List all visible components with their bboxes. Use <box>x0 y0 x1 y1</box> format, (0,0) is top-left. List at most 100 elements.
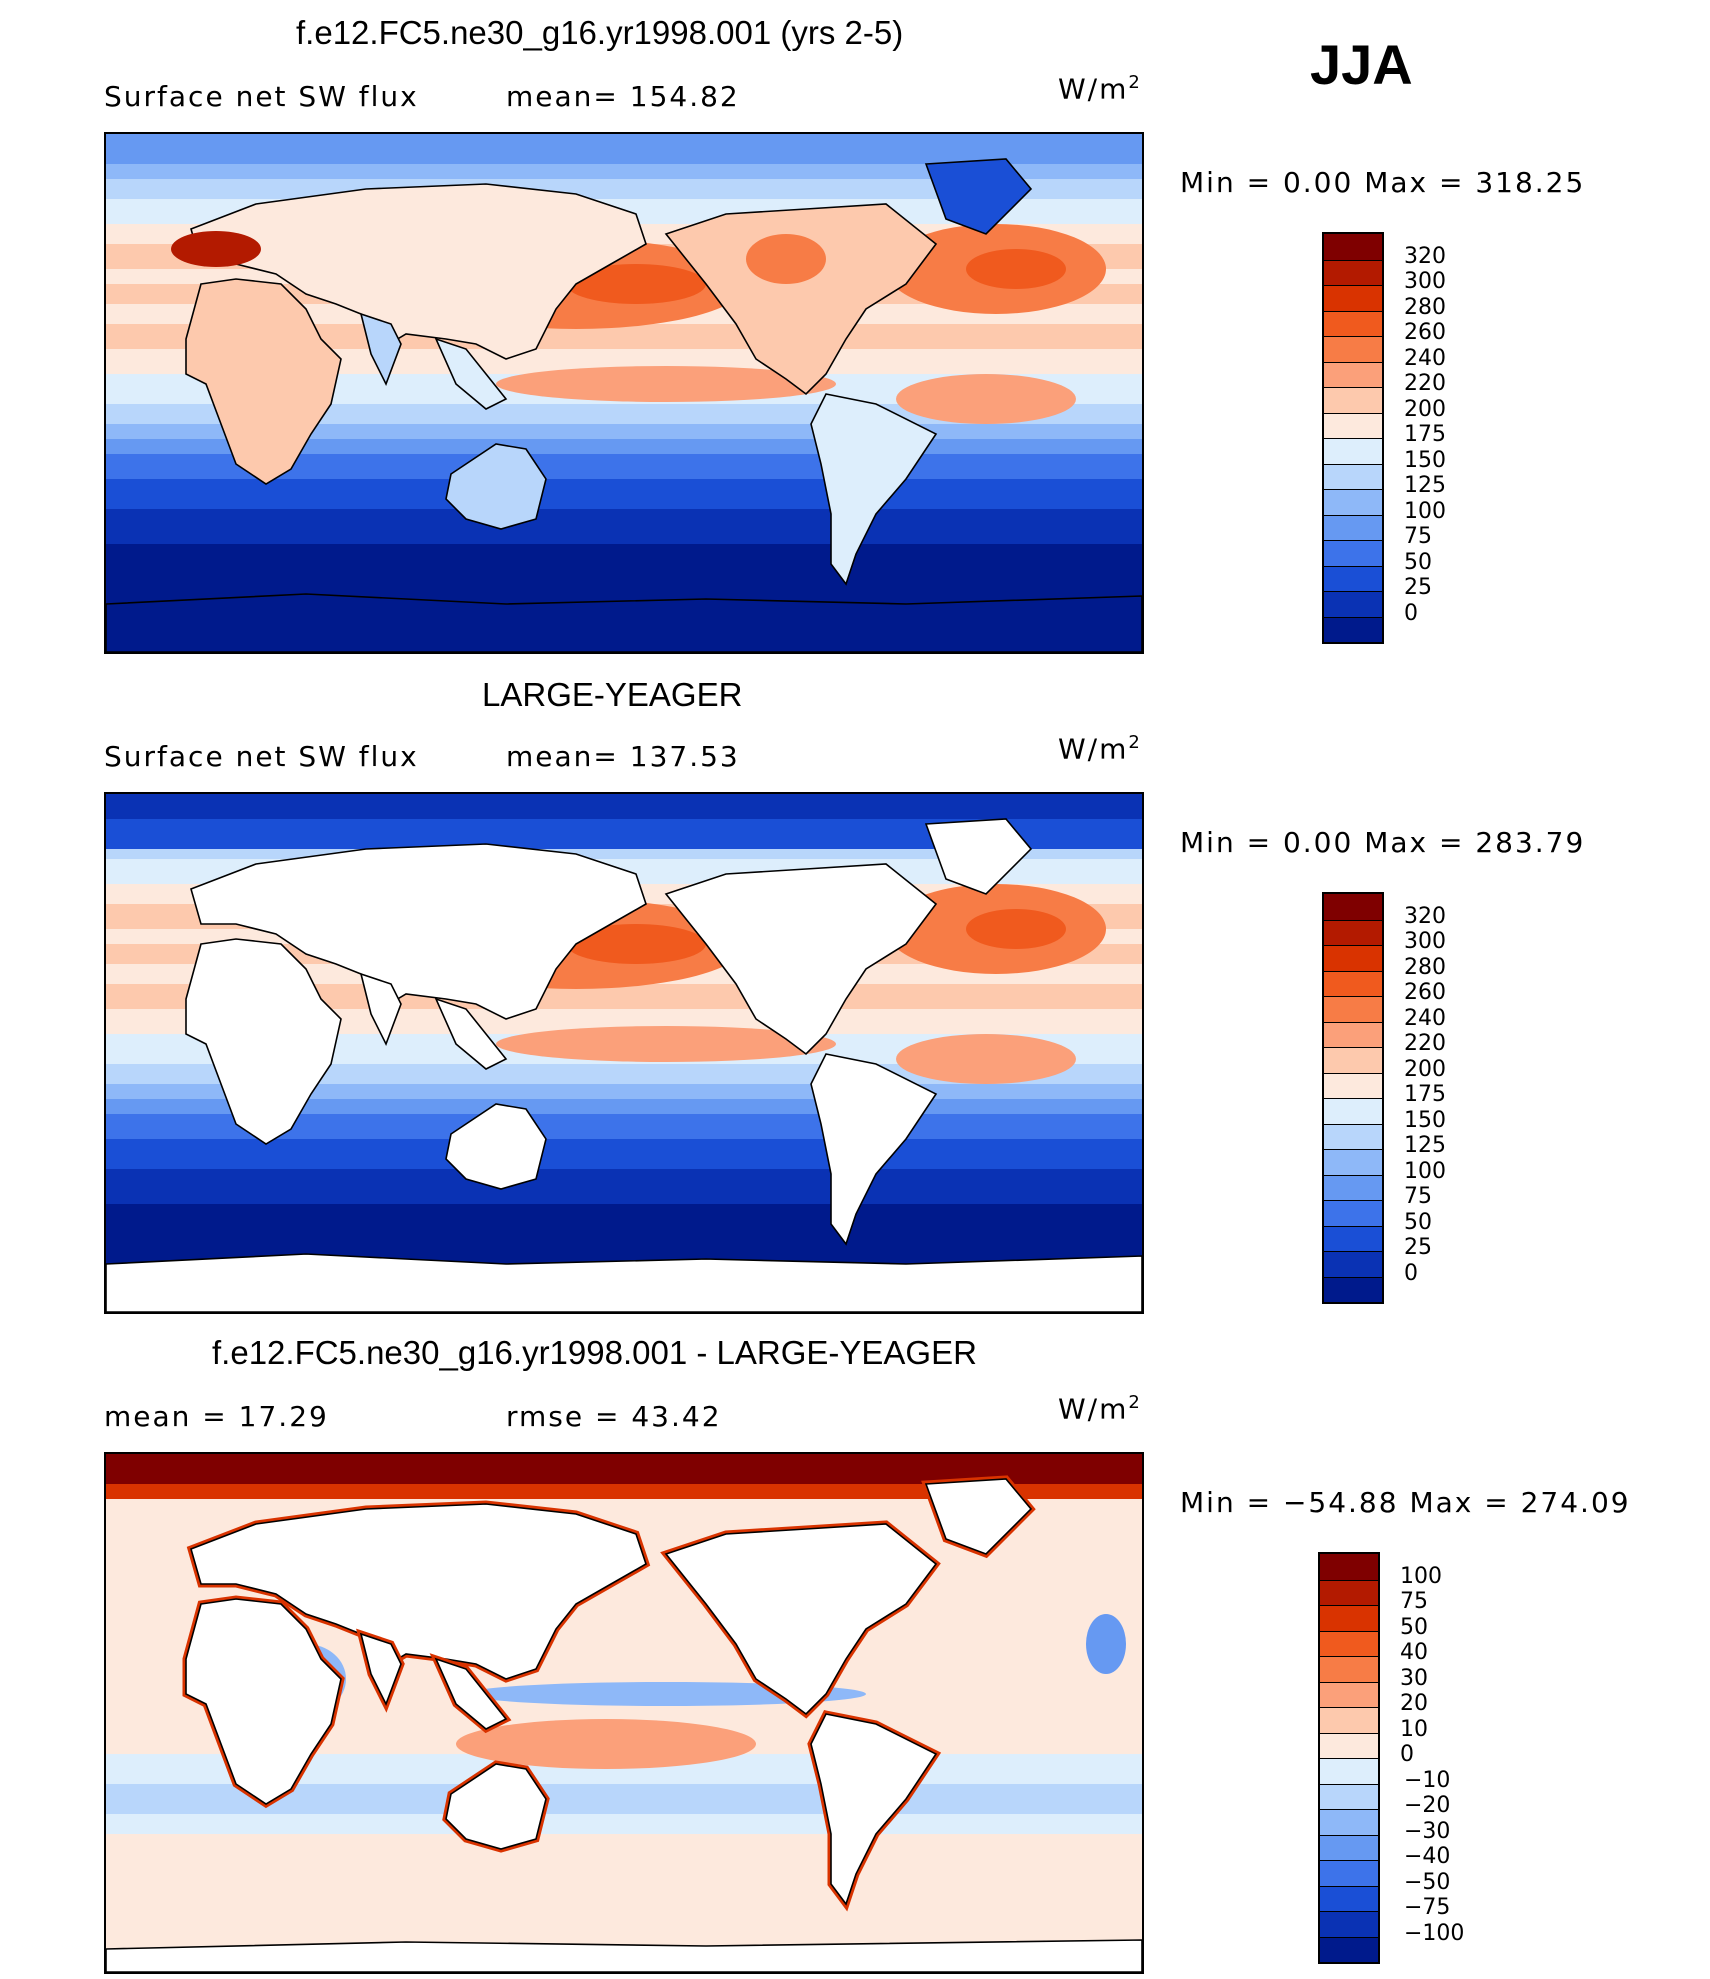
colorbar-tick-label: 125 <box>1404 1133 1446 1158</box>
colorbar-tick-label: 25 <box>1404 575 1432 600</box>
colorbar-swatch <box>1320 1834 1378 1860</box>
colorbar-tick-label: −50 <box>1404 1869 1451 1895</box>
colorbar-tick-label: 25 <box>1404 1235 1432 1260</box>
season-label: JJA <box>1310 33 1413 96</box>
colorbar-tick-label: 240 <box>1404 1005 1446 1031</box>
colorbar-swatch <box>1320 1579 1378 1605</box>
panel-2-mean: mean= 137.53 <box>506 740 740 773</box>
colorbar-swatch <box>1324 463 1382 489</box>
colorbar-swatch <box>1320 1707 1378 1733</box>
colorbar-swatch <box>1324 540 1382 566</box>
panel-1-mean: mean= 154.82 <box>506 80 740 113</box>
colorbar-tick-label: −75 <box>1404 1895 1451 1920</box>
colorbar-tick-label: 260 <box>1404 320 1446 345</box>
colorbar-swatch <box>1324 945 1382 971</box>
colorbar-swatches <box>1322 892 1384 1304</box>
panel-1-map-field <box>106 134 1142 652</box>
colorbar-swatch <box>1324 259 1382 285</box>
panel-3-mean: mean = 17.29 <box>104 1400 329 1433</box>
colorbar-swatch <box>1324 1174 1382 1200</box>
panel-3-map-field <box>106 1454 1142 1972</box>
colorbar-tick-label: 75 <box>1400 1589 1428 1614</box>
colorbar-swatch <box>1324 565 1382 591</box>
panel-2-map <box>104 792 1144 1314</box>
colorbar-swatch <box>1324 591 1382 617</box>
colorbar-swatch <box>1324 310 1382 336</box>
panel-1-variable-label: Surface net SW flux <box>104 80 419 113</box>
colorbar-tick-label: −100 <box>1404 1920 1465 1946</box>
colorbar-swatch <box>1320 1605 1378 1631</box>
colorbar-tick-label: 220 <box>1404 371 1446 396</box>
colorbar-tick-label: 0 <box>1404 1260 1418 1286</box>
colorbar-swatch <box>1324 514 1382 540</box>
colorbar-swatches <box>1322 232 1384 644</box>
colorbar-tick-label: 30 <box>1400 1665 1428 1691</box>
colorbar-tick-label: 280 <box>1404 294 1446 320</box>
colorbar-swatch <box>1320 1860 1378 1886</box>
colorbar-swatch <box>1320 1554 1378 1580</box>
colorbar-tick-label: 320 <box>1404 903 1446 929</box>
colorbar-swatch <box>1324 361 1382 387</box>
colorbar-swatch <box>1324 1098 1382 1124</box>
colorbar-tick-label: 260 <box>1404 980 1446 1005</box>
colorbar-tick-label: −20 <box>1404 1793 1451 1818</box>
colorbar-tick-label: 10 <box>1400 1716 1428 1742</box>
colorbar-swatch <box>1320 1758 1378 1784</box>
colorbar-tick-label: 50 <box>1404 549 1432 575</box>
colorbar-swatch <box>1324 1200 1382 1226</box>
colorbar-tick-label: 280 <box>1404 954 1446 980</box>
colorbar-tick-label: 75 <box>1404 524 1432 549</box>
panel-1-map <box>104 132 1144 654</box>
colorbar-swatch <box>1324 1276 1382 1302</box>
colorbar-swatch <box>1320 1732 1378 1758</box>
colorbar-swatch <box>1320 1783 1378 1809</box>
colorbar-swatches <box>1318 1552 1380 1964</box>
colorbar-tick-label: 150 <box>1404 1107 1446 1133</box>
colorbar-tick-label: 0 <box>1400 1742 1414 1767</box>
map-land <box>106 158 1142 652</box>
colorbar-swatch <box>1324 234 1382 260</box>
colorbar-tick-label: 50 <box>1400 1614 1428 1640</box>
colorbar-swatch <box>1324 438 1382 464</box>
colorbar-tick-label: 100 <box>1404 498 1446 524</box>
colorbar-tick-label: 0 <box>1404 600 1418 626</box>
colorbar-tick-label: 175 <box>1404 422 1446 447</box>
colorbar-tick-label: −10 <box>1404 1767 1451 1793</box>
colorbar-tick-label: −40 <box>1404 1844 1451 1869</box>
colorbar-swatch <box>1324 1072 1382 1098</box>
panel-3-min-max: Min = −54.88 Max = 274.09 <box>1180 1486 1631 1519</box>
colorbar-tick-label: 100 <box>1400 1563 1442 1589</box>
colorbar-swatch <box>1320 1936 1378 1962</box>
colorbar-tick-label: 100 <box>1404 1158 1446 1184</box>
panel-1-units: W/m2 <box>1058 72 1142 106</box>
colorbar-swatch <box>1320 1656 1378 1682</box>
colorbar-swatch <box>1320 1885 1378 1911</box>
panel-1-min-max: Min = 0.00 Max = 318.25 <box>1180 166 1586 199</box>
colorbar-tick-label: 20 <box>1400 1691 1428 1716</box>
colorbar-tick-label: 200 <box>1404 1056 1446 1082</box>
panel-3-map <box>104 1452 1144 1974</box>
colorbar-swatch <box>1324 894 1382 920</box>
panel-3-units: W/m2 <box>1058 1392 1142 1426</box>
colorbar-swatch <box>1324 1251 1382 1277</box>
colorbar-tick-label: 240 <box>1404 345 1446 371</box>
colorbar-tick-label: 125 <box>1404 473 1446 498</box>
panel-2-map-field <box>106 794 1142 1312</box>
colorbar-swatch <box>1324 412 1382 438</box>
colorbar-swatch <box>1324 970 1382 996</box>
colorbar-swatch <box>1324 996 1382 1022</box>
panel-2-title: LARGE-YEAGER <box>482 676 743 713</box>
colorbar-swatch <box>1324 1047 1382 1073</box>
colorbar-tick-label: 75 <box>1404 1184 1432 1209</box>
colorbar-tick-label: 150 <box>1404 447 1446 473</box>
map-land <box>106 818 1142 1312</box>
colorbar-swatch <box>1320 1911 1378 1937</box>
colorbar-swatch <box>1320 1630 1378 1656</box>
panel-3-title: f.e12.FC5.ne30_g16.yr1998.001 - LARGE-YE… <box>212 1334 977 1371</box>
colorbar-swatch <box>1324 1225 1382 1251</box>
panel-2-min-max: Min = 0.00 Max = 283.79 <box>1180 826 1586 859</box>
colorbar-tick-label: 50 <box>1404 1209 1432 1235</box>
colorbar-tick-label: 300 <box>1404 929 1446 954</box>
colorbar-swatch <box>1324 1123 1382 1149</box>
colorbar-swatch <box>1320 1681 1378 1707</box>
